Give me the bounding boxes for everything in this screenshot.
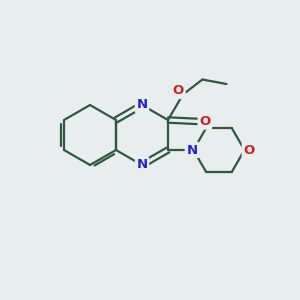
Text: O: O (199, 115, 211, 128)
Text: N: N (136, 98, 148, 112)
Text: O: O (243, 143, 255, 157)
Text: N: N (136, 158, 148, 172)
Text: O: O (173, 84, 184, 98)
Text: N: N (186, 143, 197, 157)
